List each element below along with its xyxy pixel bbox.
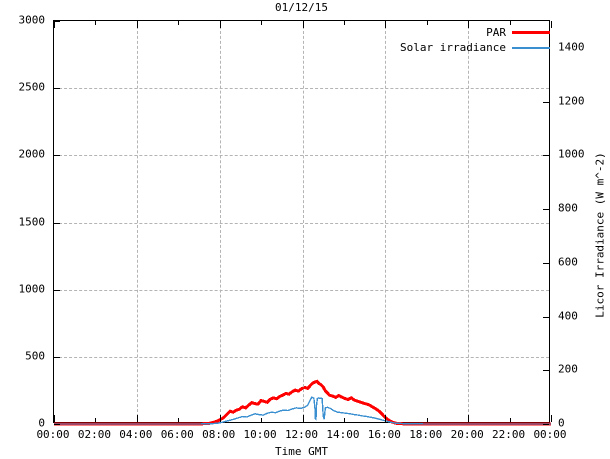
axis-tick-x xyxy=(302,415,304,422)
axis-tick-x xyxy=(343,418,345,422)
gridline-horizontal xyxy=(54,222,549,224)
x-tick-label: 10:00 xyxy=(243,428,277,441)
legend-label-solar: Solar irradiance xyxy=(400,41,506,54)
axis-tick-y2 xyxy=(543,316,549,318)
axis-tick-x xyxy=(468,415,470,422)
series-layer xyxy=(54,379,551,426)
axis-tick-x xyxy=(219,21,221,28)
axis-tick-x xyxy=(509,21,511,25)
x-tick-label: 22:00 xyxy=(492,428,526,441)
chart-title: 01/12/15 xyxy=(275,1,328,14)
axis-tick-y2 xyxy=(543,209,549,211)
axis-tick-y2 xyxy=(543,424,549,425)
y2-axis-label: Licor Irradiance (W m^-2) xyxy=(593,152,607,318)
x-tick-label: 20:00 xyxy=(450,428,484,441)
axis-tick-y2 xyxy=(543,155,549,157)
gridline-vertical xyxy=(302,21,304,422)
axis-tick-x xyxy=(302,21,304,28)
legend: PAR Solar irradiance xyxy=(390,25,550,55)
y2-tick-label: 0 xyxy=(558,416,565,430)
axis-tick-x xyxy=(219,415,221,422)
y-tick-label: 1500 xyxy=(18,215,46,228)
axis-tick-x xyxy=(551,415,552,422)
axis-tick-x xyxy=(551,21,552,28)
gridline-vertical xyxy=(385,21,387,422)
axis-tick-x xyxy=(261,21,263,25)
legend-item-solar[interactable]: Solar irradiance xyxy=(390,40,550,55)
x-tick-label: 00:00 xyxy=(533,428,567,441)
axis-tick-x xyxy=(54,21,55,28)
axis-tick-y xyxy=(54,88,60,90)
y-tick-label: 1000 xyxy=(18,282,46,296)
axis-tick-x xyxy=(178,418,180,422)
axis-tick-x xyxy=(54,415,55,422)
legend-item-par[interactable]: PAR xyxy=(390,25,550,40)
y2-tick-label: 400 xyxy=(558,309,578,323)
y2-tick-label: 1200 xyxy=(558,94,585,108)
legend-label-par: PAR xyxy=(486,26,506,39)
x-tick-label: 18:00 xyxy=(409,428,443,441)
y2-tick-label: 800 xyxy=(558,201,578,215)
gridline-horizontal xyxy=(54,88,549,90)
x-tick-label: 00:00 xyxy=(36,428,70,441)
x-tick-label: 08:00 xyxy=(202,428,236,441)
axis-tick-y2 xyxy=(543,370,549,372)
y-tick-label: 2000 xyxy=(18,147,46,161)
x-tick-label: 04:00 xyxy=(119,428,153,441)
axis-tick-x xyxy=(136,415,138,422)
y-tick-label: 0 xyxy=(38,416,45,430)
y-tick-label: 3000 xyxy=(18,13,46,27)
axis-tick-y2 xyxy=(543,262,549,264)
legend-swatch-solar xyxy=(512,46,550,49)
x-tick-label: 02:00 xyxy=(77,428,111,441)
plot-area xyxy=(53,20,552,426)
y2-tick-label: 1000 xyxy=(558,147,585,161)
x-axis-label: Time GMT xyxy=(275,445,328,458)
axis-tick-x xyxy=(343,21,345,25)
y2-tick-label: 600 xyxy=(558,255,578,269)
x-tick-label: 12:00 xyxy=(284,428,319,441)
axis-tick-x xyxy=(426,21,428,25)
axis-tick-x xyxy=(509,418,511,422)
axis-tick-y xyxy=(54,356,60,358)
gridline-vertical xyxy=(468,21,470,422)
axis-tick-x xyxy=(385,21,387,28)
gridline-vertical xyxy=(219,21,221,422)
axis-tick-y xyxy=(54,222,60,224)
axis-tick-x xyxy=(178,21,180,25)
y-tick-label: 2500 xyxy=(18,80,46,94)
legend-swatch-par xyxy=(512,31,550,34)
axis-tick-x xyxy=(468,21,470,28)
axis-tick-x xyxy=(95,418,97,422)
y-tick-label: 500 xyxy=(25,349,45,363)
gridline-horizontal xyxy=(54,155,549,157)
x-tick-label: 06:00 xyxy=(160,428,194,441)
axis-tick-x xyxy=(261,418,263,422)
gridline-vertical xyxy=(136,21,138,422)
axis-tick-y xyxy=(54,155,60,157)
axis-tick-y xyxy=(54,424,60,425)
axis-tick-y xyxy=(54,21,60,22)
axis-tick-x xyxy=(426,418,428,422)
axis-tick-y2 xyxy=(543,101,549,103)
axis-tick-y xyxy=(54,289,60,291)
axis-tick-x xyxy=(136,21,138,28)
gridline-horizontal xyxy=(54,289,549,291)
series-line-solar xyxy=(54,396,551,425)
y2-tick-label: 1400 xyxy=(558,40,585,54)
x-tick-label: 14:00 xyxy=(326,428,360,441)
gridline-horizontal xyxy=(54,356,549,358)
x-tick-label: 16:00 xyxy=(367,428,401,441)
axis-tick-x xyxy=(95,21,97,25)
axis-tick-x xyxy=(385,415,387,422)
y2-tick-label: 200 xyxy=(558,362,578,376)
